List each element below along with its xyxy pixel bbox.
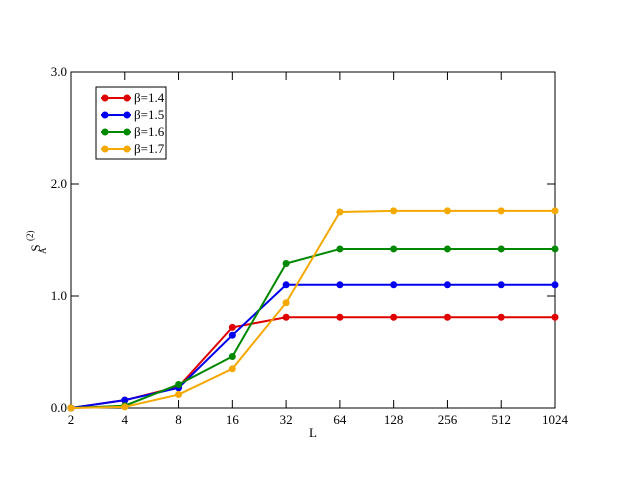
data-point: [67, 404, 75, 412]
y-tick-label: 1.0: [51, 288, 67, 303]
x-tick-label: 1024: [542, 412, 569, 427]
data-point: [551, 281, 559, 289]
data-point: [282, 299, 290, 307]
y-tick-label: 3.0: [51, 64, 67, 79]
series-line: [70, 209, 555, 409]
data-point: [175, 380, 183, 388]
data-point: [390, 313, 398, 321]
data-point: [336, 313, 344, 321]
data-point: [336, 245, 344, 253]
data-point: [175, 391, 183, 399]
x-tick-label: 128: [384, 412, 404, 427]
x-tick-label: 64: [333, 412, 347, 427]
data-point: [121, 396, 129, 404]
series-line: [70, 316, 555, 409]
data-point: [497, 313, 505, 321]
data-point: [228, 365, 236, 373]
data-point: [228, 323, 236, 331]
data-point: [282, 281, 290, 289]
plot-frame: [70, 71, 556, 409]
data-point: [497, 207, 505, 215]
legend-marker: [101, 94, 109, 102]
x-tick-label: 256: [438, 412, 458, 427]
y-tick-label: 2.0: [51, 176, 67, 191]
legend-marker: [101, 111, 109, 119]
series-line: [70, 247, 555, 409]
data-point: [390, 207, 398, 215]
legend-marker: [123, 94, 131, 102]
legend-label: β=1.5: [134, 107, 164, 122]
legend-marker: [101, 145, 109, 153]
data-point: [390, 245, 398, 253]
y-label-sub: A: [38, 247, 48, 254]
data-point: [282, 313, 290, 321]
data-point: [497, 281, 505, 289]
y-label-base: S: [28, 244, 43, 251]
x-tick-label: 32: [280, 412, 293, 427]
x-tick-label: 4: [122, 412, 129, 427]
data-point: [336, 208, 344, 216]
y-tick-label: 0.0: [51, 400, 67, 415]
data-point: [282, 260, 290, 268]
data-point: [390, 281, 398, 289]
legend-marker: [123, 145, 131, 153]
data-point: [443, 245, 451, 253]
y-axis-label: S (2) A: [25, 231, 48, 255]
data-point: [497, 245, 505, 253]
data-point: [443, 313, 451, 321]
data-point: [551, 207, 559, 215]
x-tick-label: 2: [68, 412, 75, 427]
x-axis-label: L: [309, 425, 317, 440]
legend-marker: [101, 128, 109, 136]
data-point: [551, 245, 559, 253]
x-tick-label: 8: [175, 412, 182, 427]
data-point: [443, 281, 451, 289]
legend-label: β=1.7: [134, 141, 165, 156]
y-label-sup: (2): [25, 231, 35, 242]
data-point: [551, 313, 559, 321]
data-point: [443, 207, 451, 215]
legend-marker: [123, 111, 131, 119]
data-point: [121, 403, 129, 411]
data-point: [228, 352, 236, 360]
x-tick-label: 512: [491, 412, 511, 427]
x-tick-label: 16: [226, 412, 240, 427]
data-point: [336, 281, 344, 289]
legend-marker: [123, 128, 131, 136]
series-line: [70, 283, 555, 409]
legend-label: β=1.6: [134, 124, 165, 139]
legend-label: β=1.4: [134, 90, 165, 105]
data-point: [228, 331, 236, 339]
